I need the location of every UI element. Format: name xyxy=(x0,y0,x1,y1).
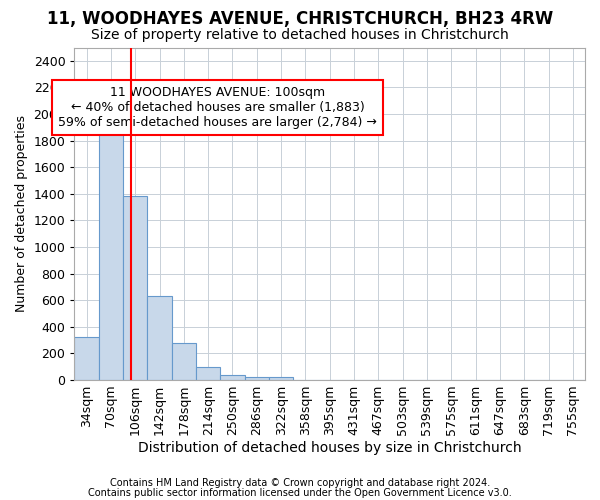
Bar xyxy=(74,338,99,380)
Bar xyxy=(99,120,123,380)
Bar xyxy=(269,378,293,380)
Text: Size of property relative to detached houses in Christchurch: Size of property relative to detached ho… xyxy=(91,28,509,42)
Text: Contains public sector information licensed under the Open Government Licence v3: Contains public sector information licen… xyxy=(88,488,512,498)
X-axis label: Distribution of detached houses by size in Christchurch: Distribution of detached houses by size … xyxy=(138,441,521,455)
Bar xyxy=(172,344,196,380)
Bar xyxy=(123,196,148,380)
Bar xyxy=(245,376,269,380)
Text: 11 WOODHAYES AVENUE: 100sqm
← 40% of detached houses are smaller (1,883)
59% of : 11 WOODHAYES AVENUE: 100sqm ← 40% of det… xyxy=(58,86,377,129)
Bar xyxy=(196,368,220,380)
Bar xyxy=(220,374,245,380)
Y-axis label: Number of detached properties: Number of detached properties xyxy=(15,115,28,312)
Text: Contains HM Land Registry data © Crown copyright and database right 2024.: Contains HM Land Registry data © Crown c… xyxy=(110,478,490,488)
Bar xyxy=(148,296,172,380)
Text: 11, WOODHAYES AVENUE, CHRISTCHURCH, BH23 4RW: 11, WOODHAYES AVENUE, CHRISTCHURCH, BH23… xyxy=(47,10,553,28)
